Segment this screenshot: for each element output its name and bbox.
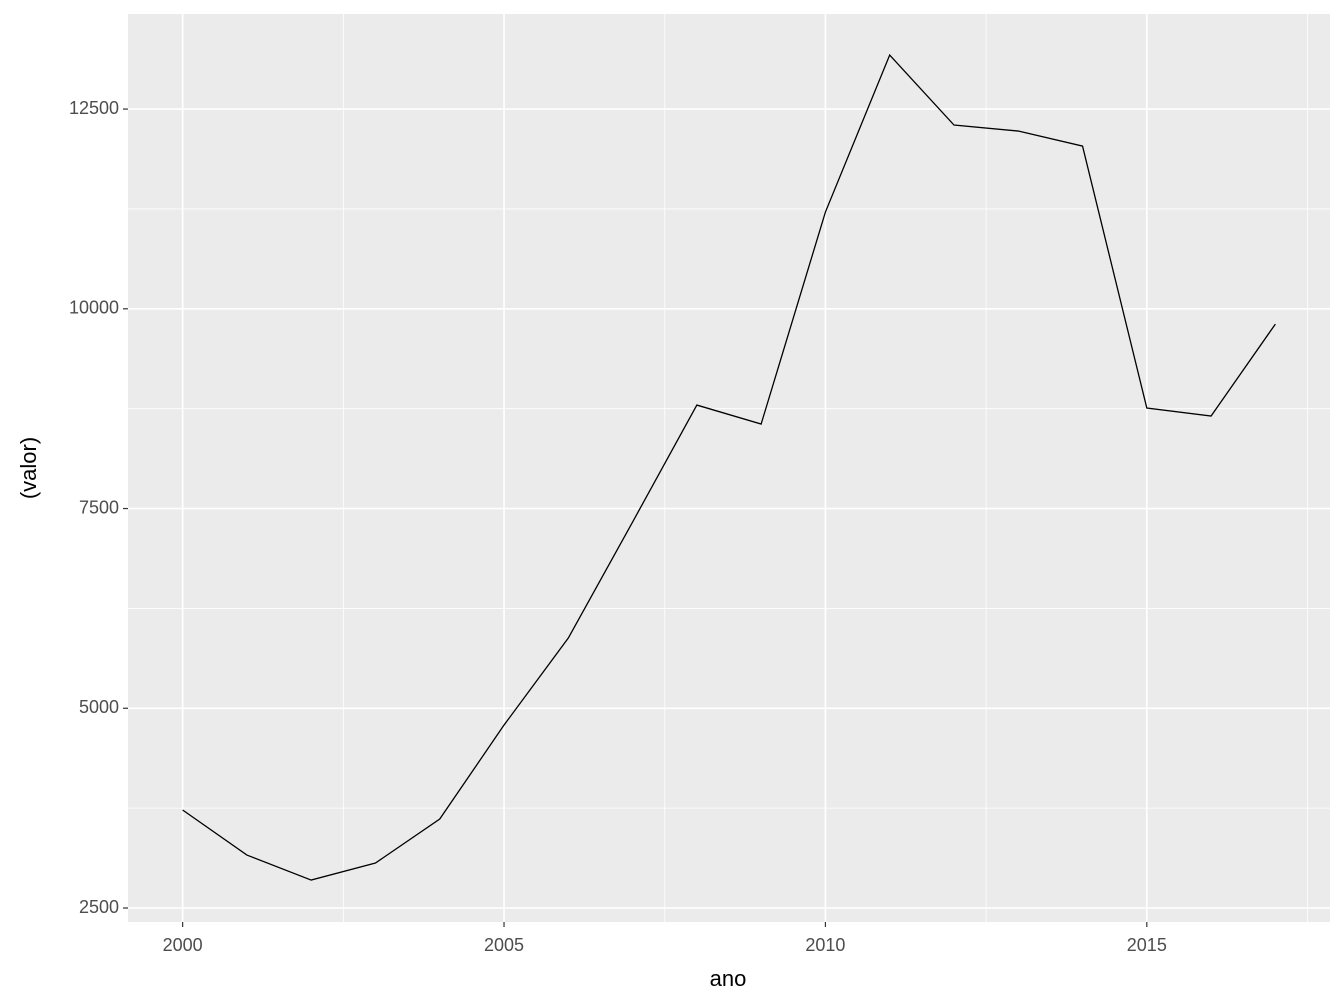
x-tick-label: 2000: [163, 935, 203, 955]
y-axis-title: (valor): [16, 437, 41, 499]
x-tick-label: 2005: [484, 935, 524, 955]
y-tick-label: 2500: [79, 897, 119, 917]
x-axis-title: ano: [710, 966, 747, 991]
y-tick-label: 5000: [79, 697, 119, 717]
x-tick-label: 2010: [805, 935, 845, 955]
line: [182, 53, 1276, 881]
y-tick-label: 10000: [69, 298, 119, 318]
y-tick-label: 12500: [69, 98, 119, 118]
y-tick-label: 7500: [79, 497, 119, 517]
panel: [128, 14, 1330, 922]
x-tick-label: 2015: [1127, 935, 1167, 955]
